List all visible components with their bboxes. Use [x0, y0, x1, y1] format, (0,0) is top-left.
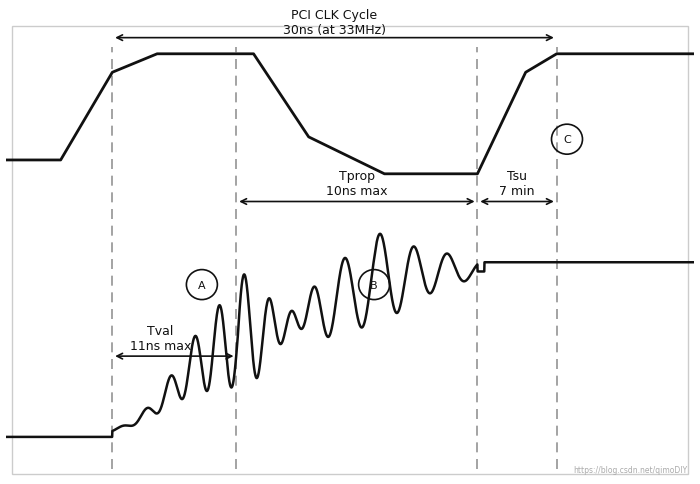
Text: Tprop
10ns max: Tprop 10ns max [326, 169, 388, 197]
Text: B: B [370, 280, 378, 290]
Text: PCI CLK Cycle
30ns (at 33MHz): PCI CLK Cycle 30ns (at 33MHz) [283, 9, 386, 37]
Text: C: C [563, 135, 571, 145]
Text: Tval
11ns max: Tval 11ns max [130, 324, 191, 352]
Text: A: A [198, 280, 206, 290]
Text: Tsu
7 min: Tsu 7 min [499, 169, 535, 197]
Text: https://blog.csdn.net/qimoDIY: https://blog.csdn.net/qimoDIY [573, 465, 687, 474]
